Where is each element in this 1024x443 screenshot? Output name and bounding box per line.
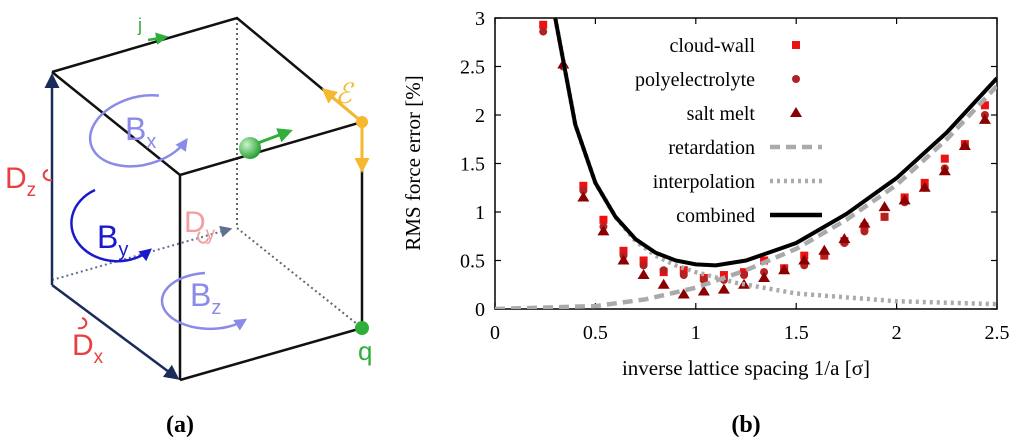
- e-node: [356, 116, 368, 128]
- x-tick-label: 1.5: [784, 322, 809, 344]
- point-square: [719, 271, 728, 280]
- y-tick-label: 2.5: [460, 57, 485, 79]
- cube-diagram: j ℰ q Bx By Bz Dz Dy Dx (a): [5, 15, 372, 438]
- point-circle: [739, 271, 748, 280]
- x-tick-label: 2.5: [985, 322, 1010, 344]
- legend-label: combined: [676, 205, 755, 227]
- point-triangle: [778, 264, 791, 275]
- top-face: [51, 16, 365, 177]
- point-triangle: [677, 288, 690, 299]
- point-square: [639, 256, 648, 265]
- rotation-mark: [197, 231, 209, 244]
- point-triangle: [898, 194, 911, 205]
- rotation-mark: [77, 317, 88, 330]
- e-arrow: [321, 88, 363, 124]
- bx-label: Bx: [125, 111, 156, 153]
- q-label: q: [358, 336, 372, 366]
- y-tick-label: 2: [475, 105, 485, 127]
- y-tick-label: 1.5: [460, 154, 485, 176]
- point-circle: [659, 266, 668, 275]
- point-circle: [860, 227, 869, 236]
- caption-b: (b): [731, 412, 760, 438]
- x-axis-label: inverse lattice spacing 1/a [σ]: [622, 356, 870, 380]
- circulation-bx: [88, 94, 188, 168]
- charge-ball: [239, 137, 261, 159]
- point-triangle: [878, 201, 891, 212]
- point-triangle: [798, 254, 811, 265]
- y-tick-label: 0.5: [460, 251, 485, 273]
- point-triangle: [838, 233, 851, 244]
- point-triangle: [938, 165, 951, 176]
- j-label: j: [137, 15, 142, 35]
- dy-label: Dy: [184, 206, 216, 245]
- point-triangle: [577, 191, 590, 202]
- chart: RMS force error [%] inverse lattice spac…: [401, 8, 1010, 438]
- point-square: [619, 246, 628, 255]
- legend-label: cloud-wall: [669, 35, 755, 57]
- y-tick-label: 0: [475, 299, 485, 321]
- x-tick-label: 2: [892, 322, 902, 344]
- legend-label: retardation: [668, 137, 755, 159]
- dx-label: Dx: [72, 329, 104, 368]
- point-circle: [880, 212, 889, 221]
- legend-label: polyelectrolyte: [635, 69, 755, 91]
- x-tick-label: 1: [691, 322, 701, 344]
- point-triangle: [918, 181, 931, 192]
- epsilon-label: ℰ: [335, 79, 355, 110]
- legend: cloud-wall polyelectrolyte salt melt retard…: [635, 35, 822, 227]
- point-square: [792, 41, 800, 49]
- bz-label: Bz: [190, 277, 221, 319]
- rotation-mark: [42, 169, 53, 182]
- j-arrow: [147, 32, 169, 45]
- y-axis-label: RMS force error [%]: [401, 75, 425, 251]
- plot-area: [495, 18, 997, 309]
- point-triangle: [697, 285, 710, 296]
- point-circle: [639, 261, 648, 270]
- point-circle: [579, 186, 588, 195]
- hidden-edge: [236, 227, 363, 329]
- series-line: [553, 18, 997, 268]
- point-circle: [679, 271, 688, 280]
- edge: [179, 326, 363, 382]
- x-tick-label: 0.5: [583, 322, 608, 344]
- j-arrow: [257, 128, 293, 145]
- plot-frame: [494, 17, 998, 310]
- y-tick-label: 3: [475, 8, 485, 30]
- point-triangle: [637, 269, 650, 280]
- point-circle: [539, 27, 548, 36]
- point-triangle: [858, 217, 871, 228]
- by-label: By: [97, 219, 128, 261]
- point-triangle: [790, 107, 802, 117]
- dz-label: Dz: [5, 162, 36, 201]
- circulation-by: [70, 188, 152, 263]
- point-triangle: [958, 140, 971, 151]
- point-circle: [792, 75, 800, 83]
- point-triangle: [758, 271, 771, 282]
- q-node: [355, 321, 369, 335]
- x-tick-label: 0: [490, 322, 500, 344]
- circulation-bz: [160, 271, 248, 331]
- point-square: [679, 266, 688, 275]
- caption-a: (a): [166, 412, 194, 438]
- point-square: [980, 101, 989, 110]
- point-square: [940, 154, 949, 163]
- legend-label: salt melt: [687, 103, 756, 125]
- point-square: [579, 181, 588, 190]
- point-triangle: [597, 225, 610, 236]
- point-square: [539, 20, 548, 29]
- edge-arrow: [51, 283, 180, 380]
- y-tick-label: 1: [475, 202, 485, 224]
- series-line: [553, 18, 997, 307]
- point-triangle: [657, 278, 670, 289]
- point-triangle: [717, 283, 730, 294]
- point-square: [599, 215, 608, 224]
- hidden-arrow: [51, 225, 233, 281]
- point-triangle: [818, 244, 831, 255]
- point-triangle: [978, 113, 991, 124]
- legend-label: interpolation: [653, 171, 755, 193]
- point-triangle: [617, 254, 630, 265]
